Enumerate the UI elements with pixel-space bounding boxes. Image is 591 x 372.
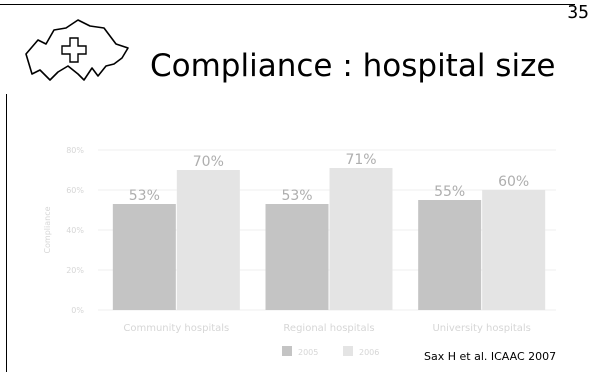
data-label: 70% (193, 154, 224, 170)
y-tick-label: 40% (66, 226, 84, 235)
bar-2005 (418, 200, 482, 310)
slide-title: Compliance : hospital size (150, 48, 556, 84)
citation: Sax H et al. ICAAC 2007 (424, 350, 557, 363)
legend-label: 2006 (359, 348, 379, 357)
bar-2005 (265, 204, 329, 310)
data-label: 71% (345, 152, 376, 168)
bar-2006 (482, 190, 546, 310)
y-tick-label: 20% (66, 266, 84, 275)
bar-2006 (176, 170, 240, 310)
bar-2005 (112, 204, 176, 310)
y-tick-label: 80% (66, 146, 84, 155)
data-label: 53% (129, 188, 160, 204)
legend-label: 2005 (298, 348, 318, 357)
bar-2006 (329, 168, 393, 310)
slide-frame-left (6, 94, 7, 372)
slide-frame-top (0, 4, 575, 5)
y-tick-label: 0% (71, 306, 84, 315)
legend-swatch-2005 (282, 346, 292, 356)
data-label: 55% (434, 184, 465, 200)
category-label: Regional hospitals (283, 323, 374, 334)
data-label: 60% (498, 174, 529, 190)
slide-number: 35 (567, 2, 589, 23)
swiss-cross-map-icon (18, 18, 138, 94)
y-axis-label: Compliance (43, 206, 52, 253)
category-label: University hospitals (432, 323, 530, 334)
data-label: 53% (281, 188, 312, 204)
category-label: Community hospitals (123, 323, 229, 334)
y-tick-label: 60% (66, 186, 84, 195)
legend-swatch-2006 (343, 346, 353, 356)
